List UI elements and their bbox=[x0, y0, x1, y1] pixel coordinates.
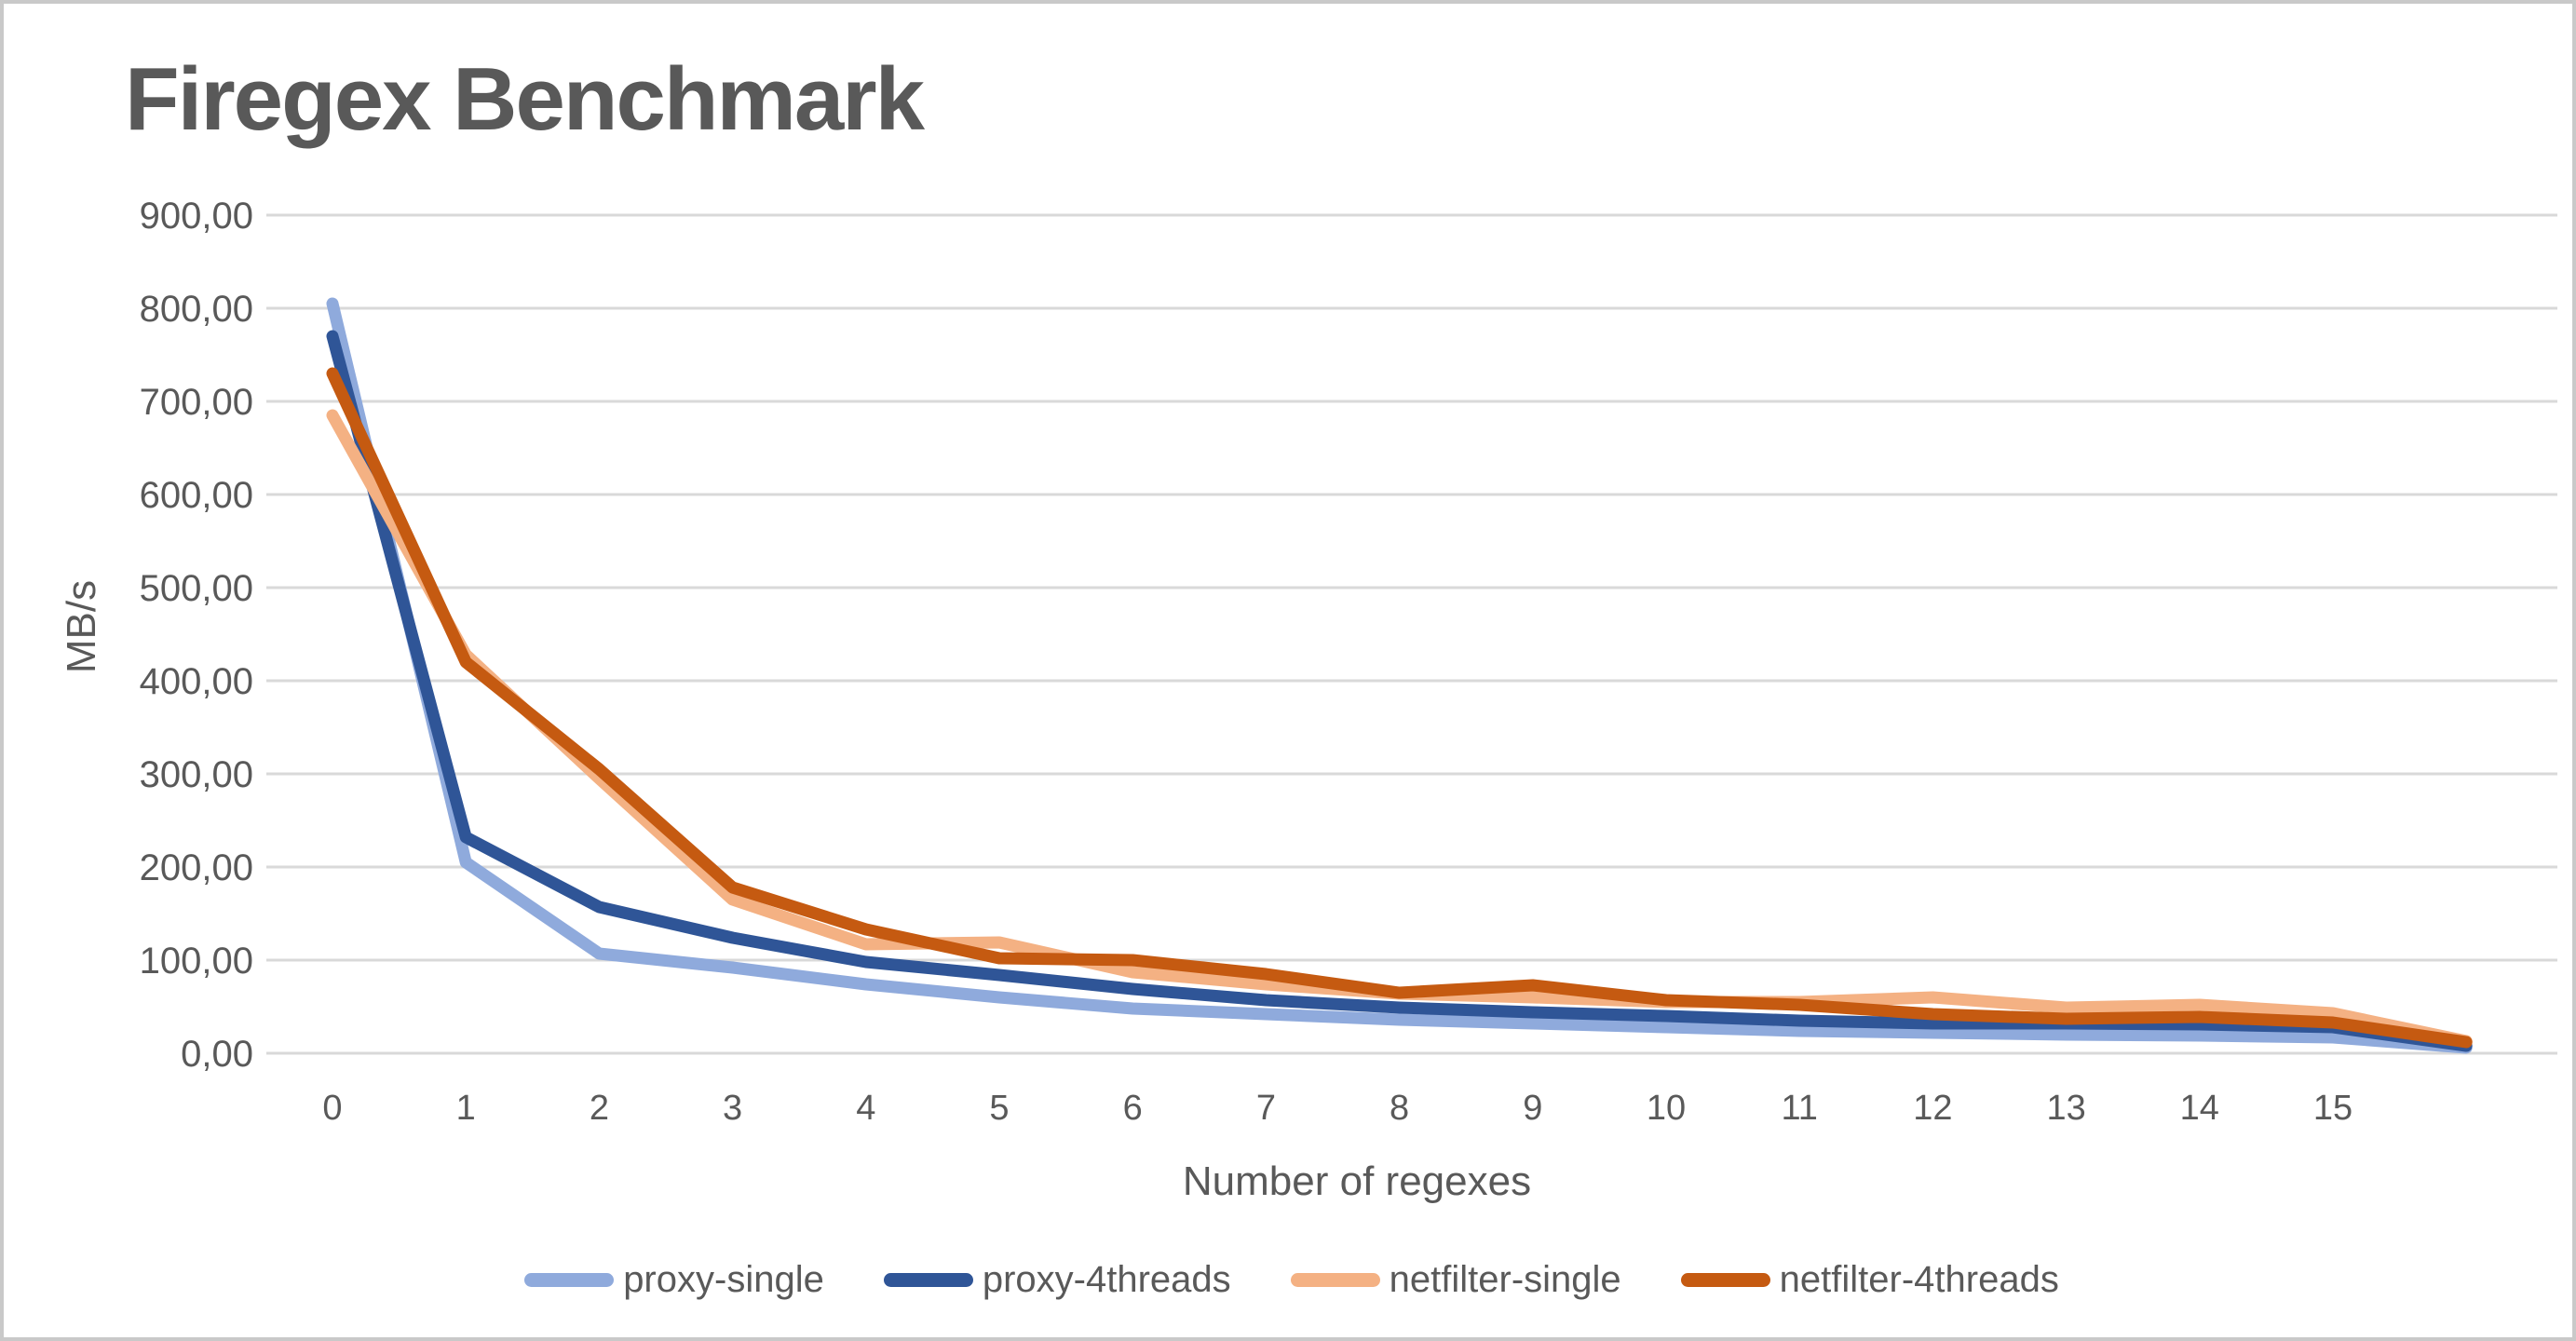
legend-label: netfilter-4threads bbox=[1779, 1259, 2059, 1300]
x-tick-label: 3 bbox=[723, 1089, 742, 1128]
legend-swatch-icon bbox=[524, 1273, 615, 1287]
series-line-netfilter-single bbox=[326, 409, 2473, 1048]
y-tick-label: 400,00 bbox=[140, 661, 253, 702]
x-tick-label: 13 bbox=[2046, 1089, 2085, 1128]
series-line-netfilter-4threads bbox=[326, 367, 2473, 1049]
legend-swatch-icon bbox=[883, 1273, 973, 1287]
y-tick-label: 500,00 bbox=[140, 568, 253, 609]
x-tick-label: 14 bbox=[2180, 1089, 2219, 1128]
y-tick-label: 600,00 bbox=[140, 475, 253, 516]
legend-swatch-icon bbox=[1680, 1273, 1770, 1287]
y-axis-title: MB/s bbox=[59, 579, 104, 674]
x-tick-label: 15 bbox=[2313, 1089, 2352, 1128]
x-tick-label: 11 bbox=[1781, 1089, 1817, 1128]
legend-label: netfilter-single bbox=[1389, 1259, 1621, 1300]
x-tick-label: 12 bbox=[1913, 1089, 1952, 1128]
legend-item-proxy-single: proxy-single bbox=[524, 1259, 824, 1301]
chart-title: Firegex Benchmark bbox=[125, 49, 925, 149]
x-tick-label: 9 bbox=[1523, 1089, 1542, 1128]
legend-item-netfilter-4threads: netfilter-4threads bbox=[1680, 1259, 2059, 1301]
x-tick-label: 4 bbox=[856, 1089, 875, 1128]
legend-label: proxy-single bbox=[623, 1259, 824, 1300]
x-tick-label: 8 bbox=[1390, 1089, 1409, 1128]
x-tick-label: 5 bbox=[989, 1089, 1009, 1128]
y-tick-label: 900,00 bbox=[140, 196, 253, 237]
legend-item-netfilter-single: netfilter-single bbox=[1290, 1259, 1621, 1301]
x-tick-label: 0 bbox=[322, 1089, 342, 1128]
x-tick-label: 7 bbox=[1256, 1089, 1276, 1128]
x-axis-title: Number of regexes bbox=[1182, 1158, 1532, 1204]
legend: proxy-single proxy-4threads netfilter-si… bbox=[4, 1259, 2572, 1301]
legend-label: proxy-4threads bbox=[982, 1259, 1231, 1300]
plot-area: 0,00 100,00 200,00 300,00 400,00 500,00 600,00… bbox=[140, 196, 2557, 1128]
y-tick-label: 800,00 bbox=[140, 289, 253, 330]
series-line-proxy-single bbox=[326, 297, 2473, 1054]
y-tick-label: 0,00 bbox=[181, 1034, 253, 1075]
y-tick-label: 300,00 bbox=[140, 754, 253, 795]
legend-item-proxy-4threads: proxy-4threads bbox=[883, 1259, 1231, 1301]
series-line-proxy-4threads bbox=[326, 330, 2473, 1052]
x-tick-label: 10 bbox=[1647, 1089, 1686, 1128]
y-tick-label: 700,00 bbox=[140, 382, 253, 423]
legend-swatch-icon bbox=[1290, 1273, 1380, 1287]
x-tick-label: 1 bbox=[456, 1089, 476, 1128]
x-tick-label: 6 bbox=[1123, 1089, 1143, 1128]
y-tick-label: 200,00 bbox=[140, 847, 253, 888]
x-tick-label: 2 bbox=[590, 1089, 609, 1128]
y-tick-label: 100,00 bbox=[140, 941, 253, 982]
